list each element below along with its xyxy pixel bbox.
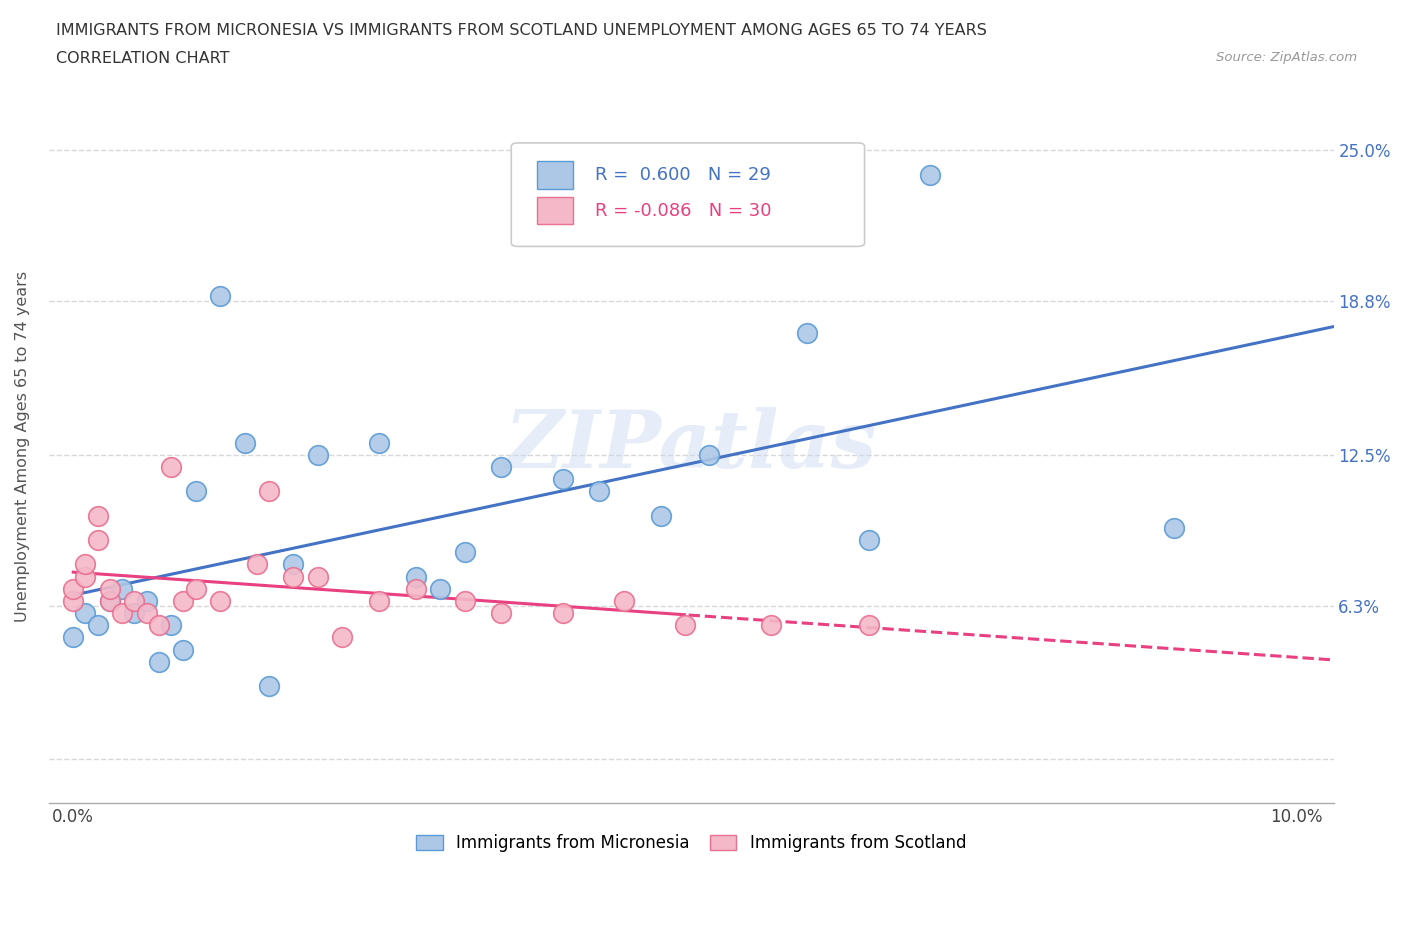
Point — [551, 605, 574, 620]
Point — [86, 508, 108, 523]
Point — [246, 557, 269, 572]
Point — [124, 593, 146, 608]
Y-axis label: Unemployment Among Ages 65 to 74 years: Unemployment Among Ages 65 to 74 years — [15, 271, 30, 622]
Text: CORRELATION CHART: CORRELATION CHART — [56, 51, 229, 66]
Point — [257, 484, 280, 498]
Point — [491, 459, 513, 474]
Point — [405, 569, 427, 584]
Point — [184, 484, 207, 498]
Point — [160, 618, 183, 632]
Point — [454, 593, 477, 608]
Text: R = -0.086   N = 30: R = -0.086 N = 30 — [595, 202, 772, 219]
Point — [75, 569, 97, 584]
Point — [86, 618, 108, 632]
Point — [62, 581, 84, 596]
Point — [209, 289, 232, 304]
Point — [918, 167, 941, 182]
Point — [160, 459, 183, 474]
Point — [858, 533, 880, 548]
FancyBboxPatch shape — [537, 197, 572, 224]
Point — [86, 533, 108, 548]
Point — [368, 593, 391, 608]
Point — [283, 569, 305, 584]
Point — [673, 618, 696, 632]
Point — [62, 630, 84, 644]
Point — [283, 557, 305, 572]
Point — [75, 605, 97, 620]
Point — [148, 618, 170, 632]
Point — [588, 484, 610, 498]
Point — [209, 593, 232, 608]
Point — [98, 581, 121, 596]
Point — [172, 593, 194, 608]
Point — [699, 447, 721, 462]
Point — [172, 643, 194, 658]
Point — [111, 605, 134, 620]
Point — [62, 593, 84, 608]
Point — [98, 593, 121, 608]
Point — [491, 605, 513, 620]
Point — [111, 581, 134, 596]
Point — [650, 508, 672, 523]
Point — [307, 447, 329, 462]
FancyBboxPatch shape — [537, 162, 572, 189]
Point — [124, 605, 146, 620]
Point — [454, 545, 477, 560]
Point — [332, 630, 354, 644]
Point — [759, 618, 782, 632]
Point — [148, 655, 170, 670]
Point — [135, 605, 157, 620]
Point — [307, 569, 329, 584]
Point — [233, 435, 256, 450]
Point — [796, 326, 818, 340]
Point — [135, 593, 157, 608]
Point — [98, 593, 121, 608]
FancyBboxPatch shape — [512, 143, 865, 246]
Point — [405, 581, 427, 596]
Text: ZIPatlas: ZIPatlas — [505, 407, 877, 485]
Text: R =  0.600   N = 29: R = 0.600 N = 29 — [595, 166, 770, 184]
Point — [184, 581, 207, 596]
Point — [75, 557, 97, 572]
Point — [858, 618, 880, 632]
Legend: Immigrants from Micronesia, Immigrants from Scotland: Immigrants from Micronesia, Immigrants f… — [409, 828, 973, 859]
Point — [257, 679, 280, 694]
Point — [368, 435, 391, 450]
Text: IMMIGRANTS FROM MICRONESIA VS IMMIGRANTS FROM SCOTLAND UNEMPLOYMENT AMONG AGES 6: IMMIGRANTS FROM MICRONESIA VS IMMIGRANTS… — [56, 23, 987, 38]
Text: Source: ZipAtlas.com: Source: ZipAtlas.com — [1216, 51, 1357, 64]
Point — [1163, 521, 1185, 536]
Point — [429, 581, 451, 596]
Point — [551, 472, 574, 486]
Point — [613, 593, 636, 608]
